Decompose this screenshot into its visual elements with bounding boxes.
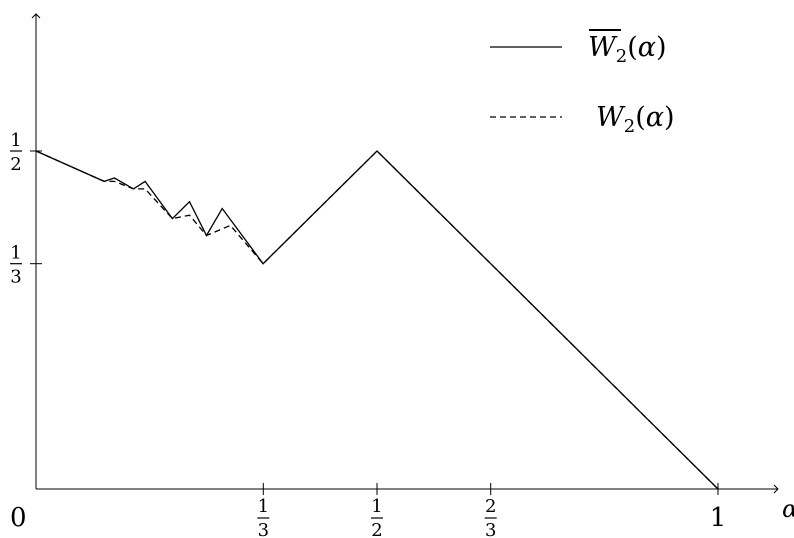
x-tick-label-numerator: 2 <box>485 496 496 517</box>
x-axis-label: α <box>782 495 794 523</box>
x-tick-label-denominator: 3 <box>485 520 496 538</box>
y-tick-label-numerator: 1 <box>10 243 21 264</box>
x-tick-label: 0 <box>10 503 27 533</box>
x-axis-arrow <box>773 484 779 494</box>
x-tick-label-numerator: 1 <box>258 496 269 517</box>
x-tick-label-denominator: 2 <box>371 520 382 538</box>
series-line-W2 <box>35 150 719 490</box>
x-ticks: 0 1 3 1 2 2 3 1 <box>10 483 726 538</box>
y-ticks: 1 2 1 3 <box>10 130 42 288</box>
y-axis-arrow <box>31 13 41 19</box>
legend-label: W2(α) <box>588 32 667 67</box>
y-tick-label-denominator: 2 <box>10 154 21 175</box>
legend-label: W2(α) <box>596 102 675 137</box>
series-line-W2-bar <box>35 150 719 490</box>
y-tick-label-denominator: 3 <box>10 267 21 288</box>
legend: W2(α) W2(α) <box>490 29 675 137</box>
axes: α <box>31 13 794 523</box>
x-tick-label-numerator: 1 <box>371 496 382 517</box>
x-tick-label: 1 <box>710 503 727 533</box>
y-tick-label-numerator: 1 <box>10 130 21 151</box>
x-tick-label-denominator: 3 <box>258 520 269 538</box>
series-lines <box>35 150 719 490</box>
